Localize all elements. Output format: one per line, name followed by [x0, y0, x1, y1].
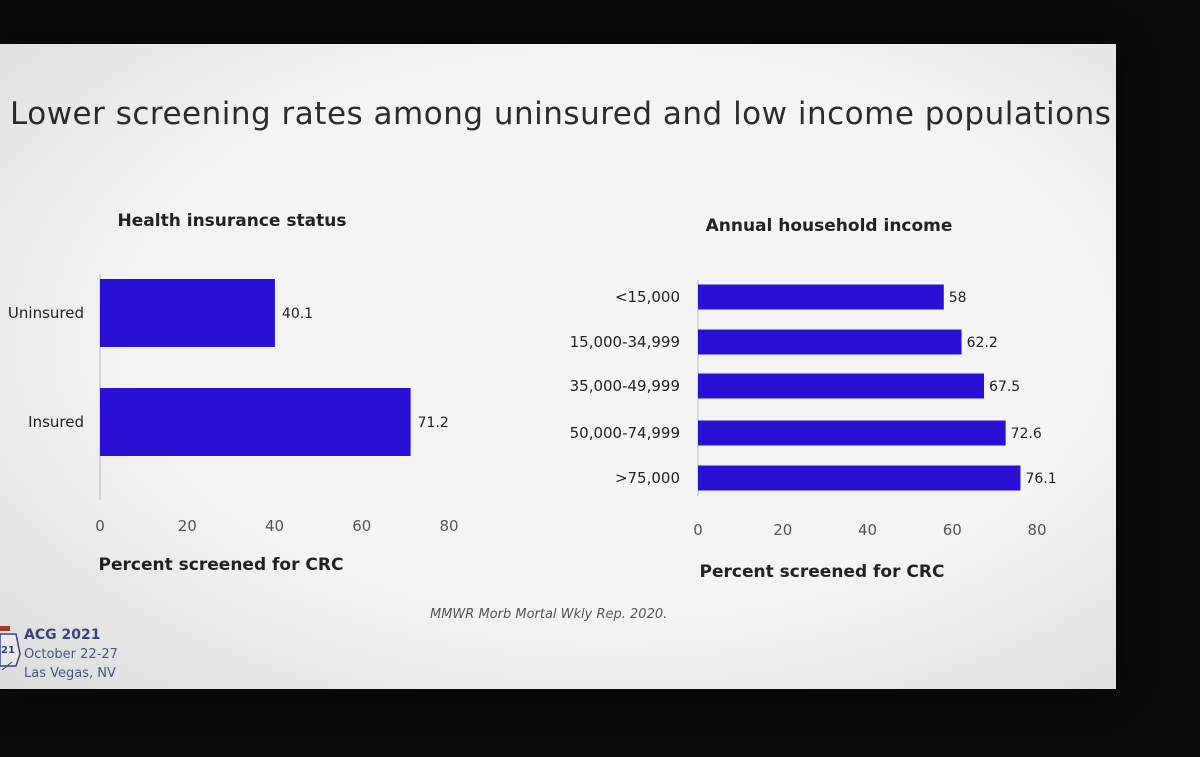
category-label: >75,000	[615, 469, 680, 487]
x-tick-label: 60	[352, 517, 371, 535]
bar	[100, 388, 411, 456]
x-tick-label: 80	[1027, 521, 1046, 539]
chart-title: Health insurance status	[118, 211, 347, 231]
slide-title: Lower screening rates among uninsured an…	[10, 96, 1112, 132]
category-label: Insured	[28, 413, 84, 431]
data-label: 71.2	[418, 415, 449, 431]
data-label: 72.6	[1011, 426, 1042, 442]
category-label: Uninsured	[8, 304, 84, 322]
x-tick-label: 20	[178, 517, 197, 535]
x-tick-label: 0	[693, 521, 703, 539]
bar	[698, 420, 1006, 446]
conference-name: ACG 2021	[24, 627, 101, 643]
logo-swoosh	[1, 661, 13, 671]
source-citation: MMWR Morb Mortal Wkly Rep. 2020.	[430, 607, 668, 622]
data-label: 76.1	[1025, 471, 1056, 487]
chart-annual-household-income: Annual household income Percent screened…	[570, 216, 1057, 582]
x-tick-label: 20	[773, 521, 792, 539]
chart-title: Annual household income	[706, 216, 953, 236]
x-tick-label: 40	[858, 521, 877, 539]
projection-screen: Lower screening rates among uninsured an…	[0, 44, 1116, 689]
x-axis-title: Percent screened for CRC	[99, 555, 344, 575]
bar	[100, 279, 275, 347]
charts-canvas: Health insurance status Percent screened…	[8, 211, 1057, 582]
x-tick-label: 80	[439, 517, 458, 535]
x-tick-label: 40	[265, 517, 284, 535]
x-tick-label: 60	[943, 521, 962, 539]
bar	[698, 465, 1021, 491]
x-axis-title: Percent screened for CRC	[700, 562, 945, 582]
data-label: 58	[949, 290, 967, 306]
conference-location: Las Vegas, NV	[24, 666, 116, 681]
conference-dates: October 22-27	[24, 647, 118, 662]
category-label: 50,000-74,999	[570, 424, 680, 442]
logo-badge	[0, 633, 21, 667]
category-label: 35,000-49,999	[570, 377, 680, 395]
data-label: 62.2	[967, 335, 998, 351]
data-label: 67.5	[989, 379, 1020, 395]
conference-footer: ACG 2021 October 22-27 Las Vegas, NV	[24, 626, 118, 683]
logo-year: 21	[1, 645, 15, 656]
category-label: 15,000-34,999	[570, 333, 680, 351]
acg-logo-icon: 21	[0, 626, 21, 671]
category-label: <15,000	[615, 288, 680, 306]
x-tick-label: 0	[95, 517, 105, 535]
bar	[698, 329, 962, 355]
data-label: 40.1	[282, 306, 313, 322]
logo-red-stripe	[0, 626, 10, 631]
bar	[698, 284, 944, 310]
bar	[698, 373, 985, 399]
chart-health-insurance-status: Health insurance status Percent screened…	[8, 211, 459, 575]
